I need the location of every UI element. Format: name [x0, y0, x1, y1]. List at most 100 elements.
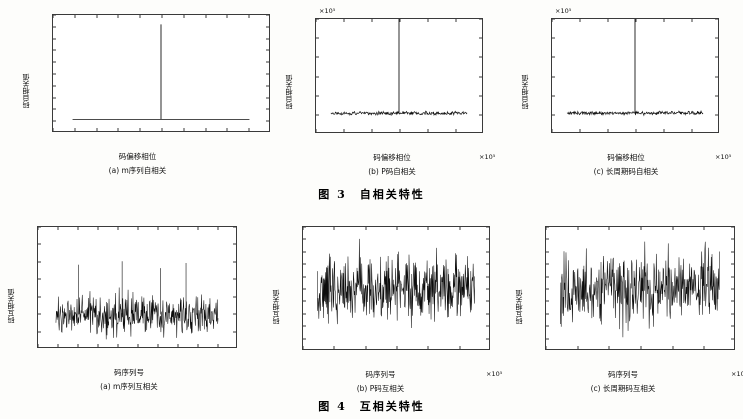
chart-panel-fig4a: 码互相关值 -200-1000100200300400500-2 500-2 0…	[0, 214, 258, 391]
y-tick-mark	[303, 238, 306, 240]
y-tick-mark	[53, 108, 56, 110]
y-tick-mark	[303, 276, 306, 278]
y-tick-mark	[715, 76, 718, 77]
y-tick-mark	[546, 263, 549, 265]
plot-area-fig3c: -0.500.51.01.52.02.5-1.5-1.0-0.500.51.01…	[551, 18, 719, 133]
x-tick-mark	[371, 129, 373, 132]
y-tick-mark	[552, 56, 555, 58]
y-tick-mark	[38, 243, 41, 245]
x-tick-mark	[197, 227, 199, 230]
y-tick-mark	[303, 227, 306, 228]
x-tick-mark	[552, 129, 553, 132]
y-tick-mark	[266, 26, 269, 28]
y-tick-mark	[486, 263, 489, 265]
y-tick-mark	[486, 288, 489, 290]
x-axis-label-fig3c: 码偏移相位	[607, 153, 645, 162]
x-tick-mark	[183, 15, 185, 18]
x-tick-mark	[546, 227, 547, 230]
subcaption-fig3a: (a) m序列自相关	[108, 166, 167, 175]
x-tick-mark	[663, 19, 665, 22]
y-tick-mark	[546, 288, 549, 290]
y-tick-mark	[486, 238, 489, 240]
y-tick-mark	[233, 243, 236, 245]
x-tick-mark	[226, 128, 228, 131]
x-tick-mark	[427, 227, 429, 230]
x-tick-mark	[455, 129, 457, 132]
x-tick-mark	[672, 227, 674, 230]
y-tick-mark	[266, 61, 269, 63]
x-tick-mark	[53, 128, 54, 131]
chart-panel-fig4c: 码互相关值 -5 000-4 000-3 000-2 000-1 00001 0…	[503, 214, 743, 393]
subcaption-fig4a: (a) m序列互相关	[100, 382, 158, 391]
y-tick-mark	[731, 313, 734, 315]
x-tick-mark	[579, 129, 581, 132]
x-tick-mark	[96, 128, 98, 131]
y-tick-mark	[731, 325, 734, 327]
y-tick-mark	[731, 300, 734, 302]
y-tick-mark	[266, 38, 269, 40]
y-tick-mark	[479, 19, 482, 20]
y-tick-mark	[731, 251, 734, 253]
y-tick-mark	[486, 313, 489, 315]
x-tick-mark	[74, 128, 76, 131]
x-tick-mark	[161, 128, 163, 131]
y-tick-mark	[303, 300, 306, 302]
x-tick-mark	[117, 344, 119, 347]
y-tick-mark	[266, 108, 269, 110]
y-tick-mark	[53, 85, 56, 87]
x-tick-mark	[579, 19, 581, 22]
x-tick-mark	[635, 129, 637, 132]
x-tick-mark	[117, 15, 119, 18]
y-tick-mark	[479, 56, 482, 58]
x-tick-mark	[205, 15, 207, 18]
x-tick-mark	[365, 346, 367, 349]
x-tick-mark	[552, 19, 553, 22]
x-tick-mark	[640, 227, 642, 230]
figure-3-caption: 图 3 自相关特性	[318, 188, 425, 201]
y-tick-mark	[316, 95, 319, 97]
y-tick-mark	[38, 227, 41, 228]
y-axis-label-fig3a: 码自相关值	[22, 73, 30, 109]
x-tick-mark	[38, 344, 39, 347]
x-tick-mark	[459, 227, 461, 230]
subcaption-fig4b: (b) P码互相关	[356, 384, 405, 393]
y-tick-mark	[715, 37, 718, 39]
x-tick-mark	[217, 227, 219, 230]
x-tick-mark	[577, 346, 579, 349]
y-tick-mark	[38, 313, 41, 315]
figure-4: 码互相关值 -200-1000100200300400500-2 500-2 0…	[0, 208, 743, 419]
x-tick-mark	[316, 129, 317, 132]
x-tick-mark	[333, 227, 335, 230]
x-tick-mark	[217, 344, 219, 347]
y-tick-mark	[552, 19, 555, 20]
x-tick-mark	[691, 19, 693, 22]
y-tick-mark	[53, 38, 56, 40]
y-tick-mark	[53, 73, 56, 75]
x-tick-mark	[703, 227, 705, 230]
x-tick-mark	[183, 128, 185, 131]
y-tick-mark	[53, 49, 56, 51]
chart-panel-fig3b: ×10⁵ 码自相关值 -0.500.51.01.52.02.5-1.5-1-0.…	[275, 0, 509, 176]
x-tick-mark	[157, 344, 159, 347]
y-tick-mark	[233, 278, 236, 280]
y-tick-mark	[546, 300, 549, 302]
x-tick-mark	[53, 15, 54, 18]
x-tick-mark	[303, 227, 304, 230]
y-tick-mark	[38, 331, 41, 333]
y-tick-mark	[546, 325, 549, 327]
data-trace	[303, 227, 489, 349]
y-tick-mark	[233, 261, 236, 263]
figure-4-panel-row: 码互相关值 -200-1000100200300400500-2 500-2 0…	[0, 214, 743, 393]
x-tick-mark	[546, 346, 547, 349]
x-tick-mark	[343, 19, 345, 22]
subcaption-fig4c: (c) 长周期码互相关	[590, 384, 656, 393]
x-exponent-fig4b: ×10⁵	[486, 370, 503, 378]
y-tick-mark	[546, 227, 549, 228]
y-tick-mark	[715, 56, 718, 58]
y-tick-mark	[479, 37, 482, 39]
x-tick-mark	[396, 227, 398, 230]
x-tick-mark	[96, 15, 98, 18]
x-tick-mark	[672, 346, 674, 349]
y-tick-mark	[303, 263, 306, 265]
subcaption-fig3b: (b) P码自相关	[368, 167, 416, 176]
